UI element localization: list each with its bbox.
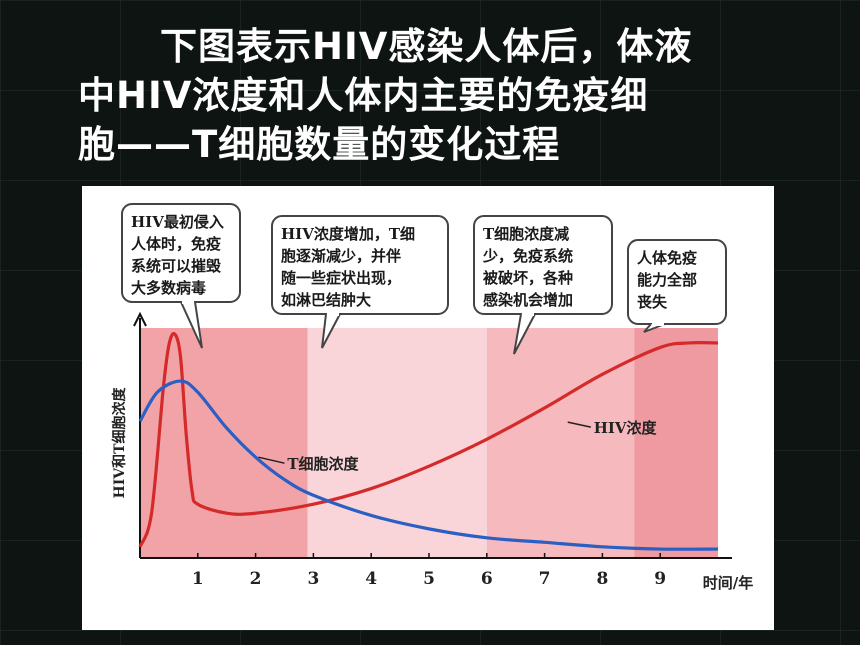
chart-panel: HIV最初侵入 人体时，免疫 系统可以摧毁 大多数病毒 HIV浓度增加，T细 胞逐渐减少，… xyxy=(82,186,774,630)
hiv-chart: HIV最初侵入人体时，免疫系统可以摧毁大多数病毒HIV浓度增加，T细胞逐渐减少，… xyxy=(111,203,753,592)
callout-pointer-mask xyxy=(182,299,194,304)
x-tick-label: 3 xyxy=(307,569,319,589)
title-line-2: 中HIV浓度和人体内主要的免疫细 xyxy=(78,74,649,117)
callout-line: 人体免疫 xyxy=(637,249,697,267)
x-tick-label: 4 xyxy=(365,569,377,589)
hiv-series-label: HIV浓度 xyxy=(594,419,658,437)
callout-line: HIV浓度增加，T细 xyxy=(281,225,415,243)
y-axis-arrow xyxy=(133,311,147,327)
x-tick-label: 8 xyxy=(596,569,608,589)
stage-band-3 xyxy=(486,328,635,558)
callout-box xyxy=(473,215,613,315)
x-tick-label: 1 xyxy=(192,569,204,589)
t-cell-concentration-line xyxy=(138,379,719,551)
x-tick-label: 7 xyxy=(539,569,551,589)
series-leader xyxy=(258,456,285,464)
callout-line: 人体时，免疫 xyxy=(131,235,221,253)
callout-line: 系统可以摧毁 xyxy=(131,257,222,275)
callout-line: 大多数病毒 xyxy=(131,279,206,297)
stage-band-1 xyxy=(140,328,308,558)
hiv-concentration-line xyxy=(138,331,719,548)
callout-line: 感染机会增加 xyxy=(483,291,573,309)
slide-title: 下图表示HIV感染人体后，体液 中HIV浓度和人体内主要的免疫细 胞——T细胞数… xyxy=(78,22,798,169)
callout-line: 少，免疫系统 xyxy=(482,247,573,265)
y-axis-label: HIV和T细胞浓度 xyxy=(111,386,128,498)
x-tick-label: 5 xyxy=(423,569,435,589)
callout-pointer-mask xyxy=(652,321,664,326)
x-tick-label: 6 xyxy=(481,569,493,589)
callout-box xyxy=(627,239,727,325)
callout-line: 如淋巴结肿大 xyxy=(281,291,371,309)
callout-pointer-mask xyxy=(327,311,339,316)
x-tick-label: 2 xyxy=(250,569,262,589)
callout-line: HIV最初侵入 xyxy=(131,213,224,231)
callout-line: 胞逐渐减少，并伴 xyxy=(280,247,401,265)
stage-band-2 xyxy=(307,328,487,558)
series-leader xyxy=(567,421,591,428)
callout-line: 随一些症状出现， xyxy=(281,269,401,287)
x-tick-label: 9 xyxy=(654,569,666,589)
callout-line: 丧失 xyxy=(637,293,668,311)
callout-line: T细胞浓度减 xyxy=(483,225,569,243)
stage-band-4 xyxy=(634,328,718,558)
x-axis-label: 时间/年 xyxy=(703,574,753,592)
callout-pointer xyxy=(513,313,536,355)
callout-line: 被破坏，各种 xyxy=(483,269,573,287)
title-line-3: 胞——T细胞数量的变化过程 xyxy=(78,123,561,166)
callout-pointer xyxy=(180,301,203,349)
callout-pointer-mask xyxy=(522,311,534,316)
title-line-1: 下图表示HIV感染人体后，体液 xyxy=(160,25,693,68)
callout-pointer xyxy=(321,313,341,349)
callout-line: 能力全部 xyxy=(637,271,697,289)
t-cell-series-label: T细胞浓度 xyxy=(287,455,359,473)
callout-box xyxy=(271,215,449,315)
